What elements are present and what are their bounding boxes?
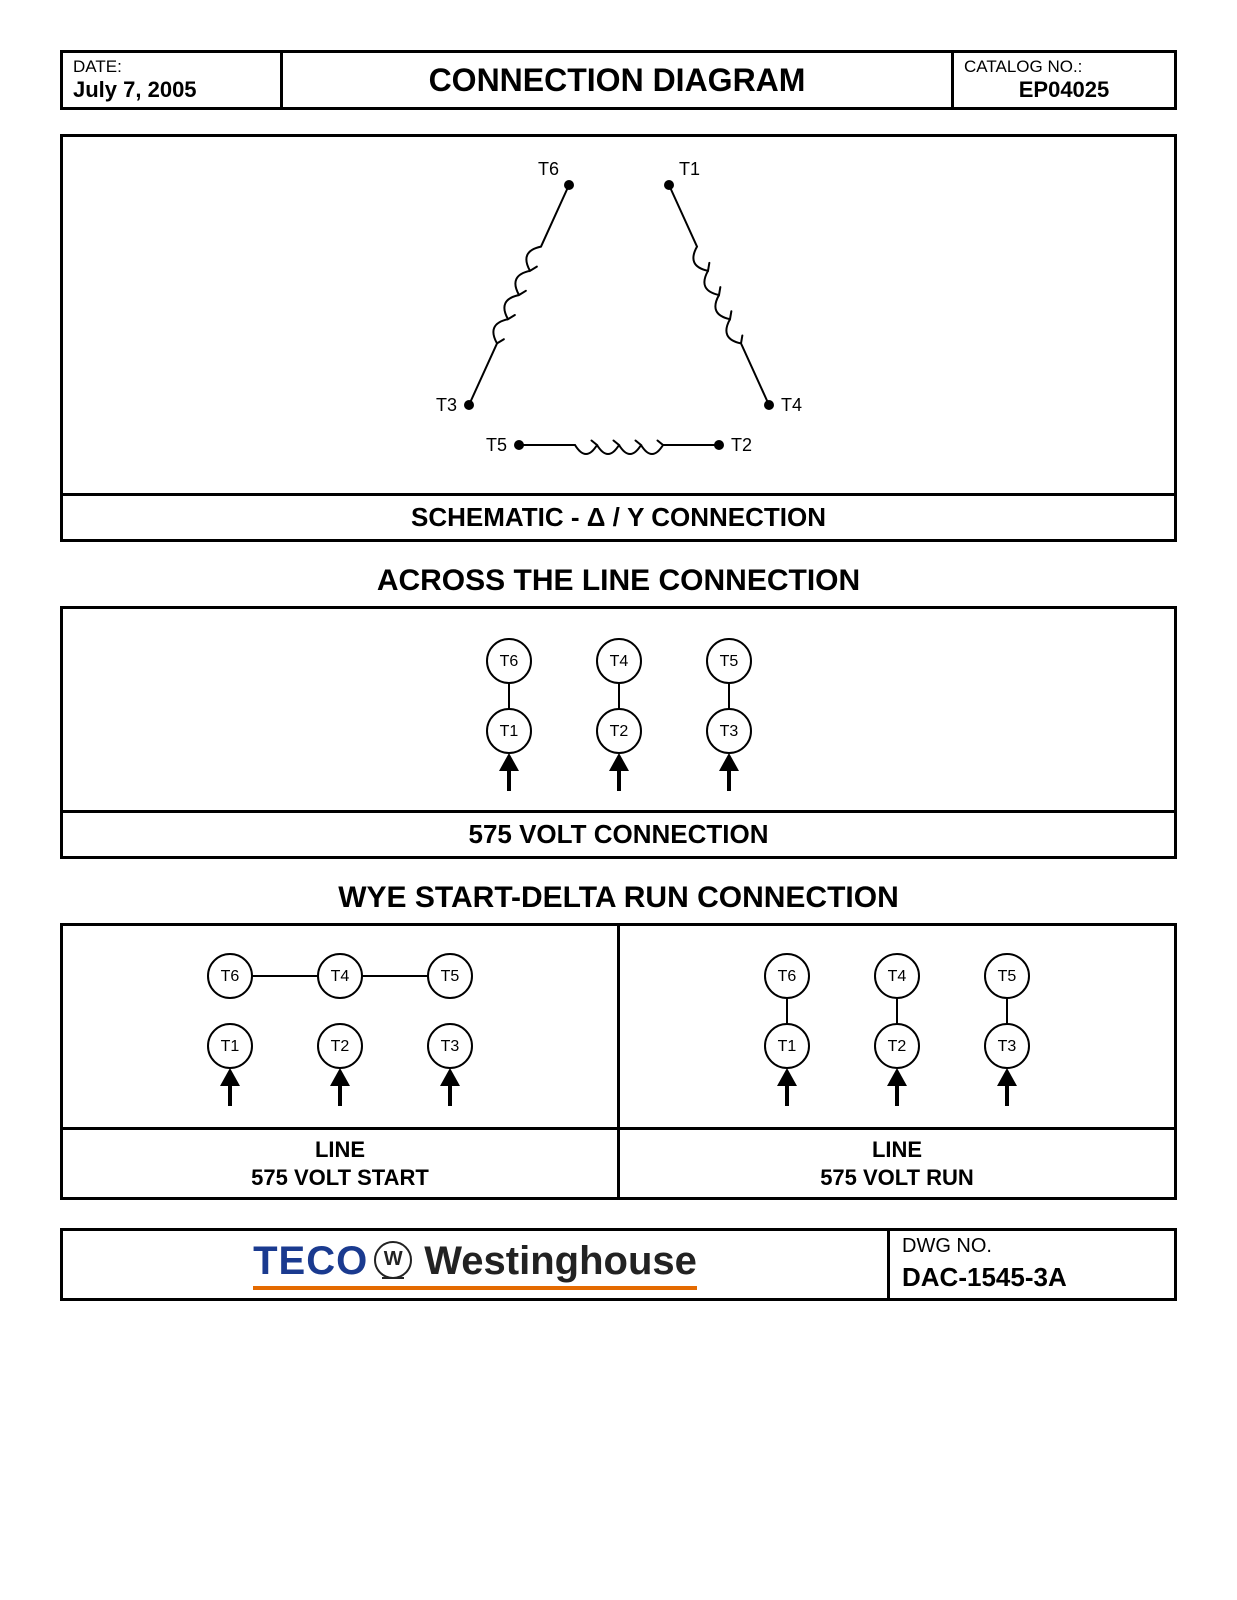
- svg-text:T4: T4: [331, 968, 350, 985]
- svg-text:T2: T2: [731, 435, 752, 455]
- date-value: July 7, 2005: [73, 77, 270, 103]
- schematic-box: T6 T1 T3 T4 T5 T2 SCHEMATIC - Δ / Y CONNECTIO…: [60, 134, 1177, 542]
- svg-text:T3: T3: [435, 395, 456, 415]
- catalog-label: CATALOG NO.:: [964, 57, 1164, 77]
- footer-box: TECO W Westinghouse DWG NO. DAC-1545-3A: [60, 1228, 1177, 1301]
- svg-text:T6: T6: [778, 968, 797, 985]
- catalog-value: EP04025: [964, 77, 1164, 103]
- title-cell: CONNECTION DIAGRAM: [283, 53, 954, 107]
- across-svg-wrap: T6 T1 T4 T2 T5 T3: [63, 609, 1174, 810]
- catalog-cell: CATALOG NO.: EP04025: [954, 53, 1174, 107]
- schematic-caption: SCHEMATIC - Δ / Y CONNECTION: [63, 493, 1174, 539]
- svg-text:T5: T5: [485, 435, 506, 455]
- svg-text:T1: T1: [499, 723, 518, 740]
- wye-run-line1: LINE: [872, 1137, 922, 1162]
- wye-box: T6T1T4T2T5T3 LINE 575 VOLT START T6T1T4T…: [60, 923, 1177, 1200]
- wye-run-caption: LINE 575 VOLT RUN: [620, 1127, 1174, 1197]
- svg-text:T1: T1: [221, 1038, 240, 1055]
- wye-title: WYE START-DELTA RUN CONNECTION: [60, 881, 1177, 915]
- dwg-cell: DWG NO. DAC-1545-3A: [887, 1231, 1174, 1298]
- svg-text:T4: T4: [888, 968, 907, 985]
- svg-text:T2: T2: [331, 1038, 350, 1055]
- date-label: DATE:: [73, 57, 270, 77]
- logo-cell: TECO W Westinghouse: [63, 1231, 887, 1298]
- svg-text:T3: T3: [441, 1038, 460, 1055]
- svg-text:T5: T5: [719, 653, 738, 670]
- wye-run-line2: 575 VOLT RUN: [820, 1165, 974, 1190]
- dwg-value: DAC-1545-3A: [902, 1262, 1162, 1293]
- logo-westinghouse: Westinghouse: [424, 1239, 697, 1284]
- wye-start-caption: LINE 575 VOLT START: [63, 1127, 617, 1197]
- date-cell: DATE: July 7, 2005: [63, 53, 283, 107]
- svg-text:T1: T1: [679, 159, 700, 179]
- logo: TECO W Westinghouse: [253, 1239, 697, 1290]
- svg-text:T6: T6: [221, 968, 240, 985]
- svg-text:T6: T6: [537, 159, 558, 179]
- westinghouse-badge-icon: W: [374, 1241, 412, 1279]
- schematic-svg-wrap: T6 T1 T3 T4 T5 T2: [63, 137, 1174, 493]
- across-diagram: T6 T1 T4 T2 T5 T3: [409, 621, 829, 806]
- svg-text:T1: T1: [778, 1038, 797, 1055]
- page: DATE: July 7, 2005 CONNECTION DIAGRAM CA…: [0, 0, 1237, 1600]
- header-box: DATE: July 7, 2005 CONNECTION DIAGRAM CA…: [60, 50, 1177, 110]
- svg-text:T4: T4: [781, 395, 802, 415]
- svg-text:T5: T5: [441, 968, 460, 985]
- across-box: T6 T1 T4 T2 T5 T3 575 VOLT CONNECTION: [60, 606, 1177, 859]
- svg-text:T6: T6: [499, 653, 518, 670]
- schematic-diagram: T6 T1 T3 T4 T5 T2: [349, 155, 889, 485]
- dwg-label: DWG NO.: [902, 1235, 1162, 1258]
- across-title: ACROSS THE LINE CONNECTION: [60, 564, 1177, 598]
- logo-teco: TECO: [253, 1239, 368, 1284]
- wye-start-line2: 575 VOLT START: [251, 1165, 429, 1190]
- svg-text:T5: T5: [998, 968, 1017, 985]
- wye-start-diagram: T6 T1 T4 T2 T5 T3: [130, 938, 550, 1123]
- svg-text:T2: T2: [888, 1038, 907, 1055]
- wye-run-diagram: T6 T1 T4 T2 T5 T3: [687, 938, 1107, 1123]
- svg-text:T3: T3: [998, 1038, 1017, 1055]
- svg-text:T3: T3: [719, 723, 738, 740]
- wye-start-cell: T6 T1 T4 T2 T5 T3 LINE 575 VOLT START: [63, 926, 620, 1197]
- wye-start-line1: LINE: [315, 1137, 365, 1162]
- wye-split: T6T1T4T2T5T3 LINE 575 VOLT START T6T1T4T…: [63, 926, 1174, 1197]
- svg-text:T4: T4: [609, 653, 628, 670]
- wye-run-cell: T6 T1 T4 T2 T5 T3 LINE 575 VOLT RUN: [620, 926, 1174, 1197]
- svg-text:T2: T2: [609, 723, 628, 740]
- across-caption: 575 VOLT CONNECTION: [63, 810, 1174, 856]
- doc-title: CONNECTION DIAGRAM: [429, 62, 806, 99]
